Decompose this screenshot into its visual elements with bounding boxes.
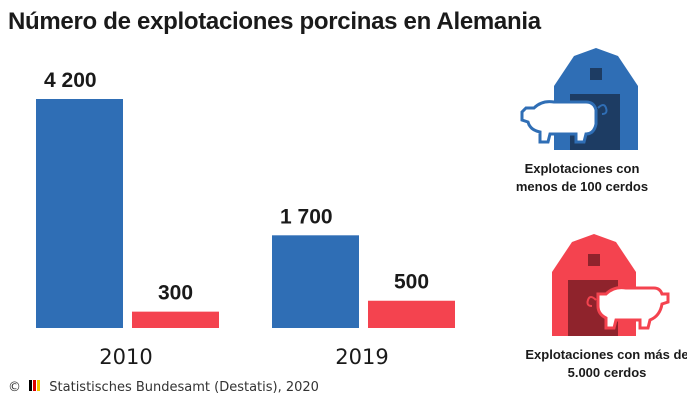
legend-label-small-farms: Explotaciones con menos de 100 cerdos — [515, 161, 649, 194]
blue-barn-pig-icon — [520, 48, 638, 150]
data-label-2019-series-2: 500 — [394, 271, 429, 294]
x-tick-label-2010: 2010 — [99, 345, 152, 369]
data-label-2019-series-1: 1 700 — [280, 205, 333, 228]
source-footer: © Statistisches Bundesamt (Destatis), 20… — [8, 380, 319, 395]
copyright-symbol: © — [8, 380, 21, 395]
bar-2010-series-1 — [36, 99, 123, 328]
x-tick-label-2019: 2019 — [335, 345, 388, 369]
bar-2019-series-1 — [272, 235, 359, 328]
destatis-logo-icon — [29, 380, 41, 395]
chart-title: Número de explotaciones porcinas en Alem… — [8, 8, 541, 35]
bar-2010-series-2 — [132, 311, 219, 328]
legend-label-large-farms: Explotaciones con más de 5.000 cerdos — [525, 347, 687, 380]
red-barn-pig-icon — [552, 234, 670, 336]
data-label-2010-series-2: 300 — [158, 282, 193, 305]
bar-2019-series-2 — [368, 300, 455, 328]
data-label-2010-series-1: 4 200 — [44, 69, 97, 92]
bar-chart: 4 200 300 2010 1 700 500 2019 — [36, 69, 455, 369]
source-text: Statistisches Bundesamt (Destatis), 2020 — [49, 380, 319, 395]
